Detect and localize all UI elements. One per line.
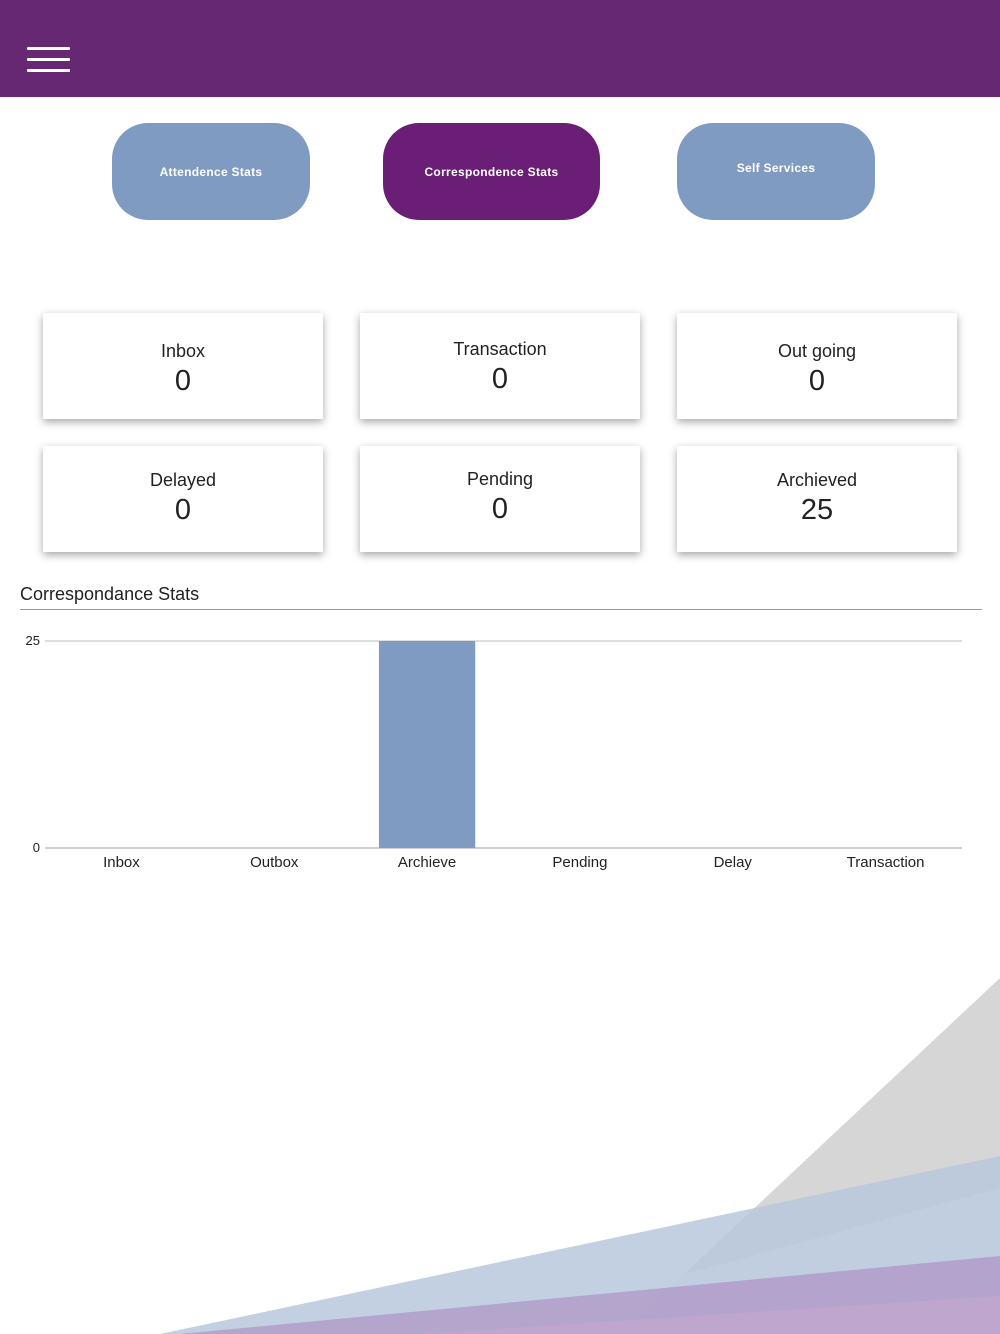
x-tick-label: Inbox — [103, 854, 140, 871]
section-title: Correspondance Stats — [20, 584, 200, 604]
stat-card-archieved[interactable]: Archieved 25 — [677, 446, 957, 552]
hamburger-menu-icon[interactable] — [27, 47, 70, 75]
stat-label: Transaction — [453, 339, 547, 359]
stat-card-pending[interactable]: Pending 0 — [360, 446, 640, 552]
x-tick-label: Archieve — [398, 854, 456, 871]
stat-label: Inbox — [160, 341, 206, 361]
x-tick-label: Transaction — [847, 854, 925, 871]
y-tick-label: 25 — [26, 633, 40, 648]
bar-archieve — [378, 641, 476, 848]
stat-value: 0 — [491, 363, 509, 395]
x-tick-label: Pending — [552, 854, 607, 871]
tab-attendence-stats[interactable]: Attendence Stats — [112, 123, 310, 220]
stat-value: 25 — [800, 494, 834, 526]
stat-value: 0 — [174, 494, 192, 526]
stat-label: Delayed — [149, 470, 217, 490]
tab-correspondence-stats[interactable]: Correspondence Stats — [383, 123, 600, 220]
stat-label: Archieved — [776, 470, 858, 490]
stat-card-transaction[interactable]: Transaction 0 — [360, 313, 640, 419]
stat-card-inbox[interactable]: Inbox 0 — [43, 313, 323, 419]
tab-self-services[interactable]: Self Services — [677, 123, 875, 220]
stat-label: Out going — [777, 341, 857, 361]
decorative-background-shapes — [160, 978, 1000, 1334]
stat-value: 0 — [174, 365, 192, 397]
y-tick-label: 0 — [33, 840, 40, 855]
stat-card-outgoing[interactable]: Out going 0 — [677, 313, 957, 419]
x-tick-label: Outbox — [250, 854, 299, 871]
section-divider — [20, 609, 982, 610]
top-app-bar — [0, 0, 1000, 97]
correspondance-bar-chart: 0 25 Inbox Outbox Archieve Pending Delay Transa… — [26, 633, 962, 871]
stat-value: 0 — [491, 493, 509, 525]
stat-card-delayed[interactable]: Delayed 0 — [43, 446, 323, 552]
x-tick-label: Delay — [714, 854, 753, 871]
stat-value: 0 — [808, 365, 826, 397]
stat-label: Pending — [466, 469, 534, 489]
